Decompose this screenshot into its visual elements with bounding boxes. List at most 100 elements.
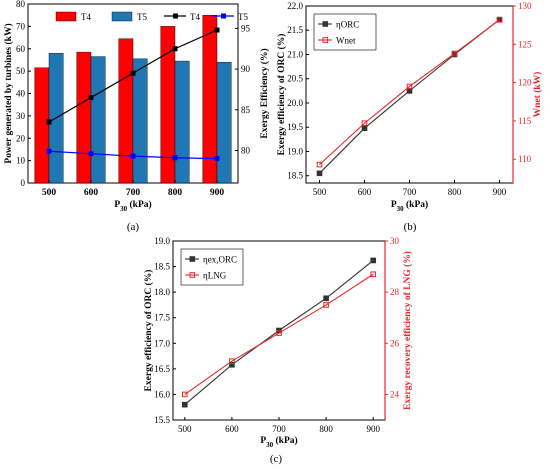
panel-b-ytick-left-label: 19.5 (287, 122, 303, 132)
panel-c-ytick-left-label: 17.0 (154, 338, 170, 348)
panel-c-xtick-label: 800 (319, 424, 333, 434)
panel-c-point (181, 401, 188, 408)
panel-c-xtick-label: 600 (225, 424, 239, 434)
panel-a-ytick-left-label: 60 (16, 44, 26, 54)
panel-a-point-t4 (214, 27, 220, 33)
panel-a-point-t5 (214, 156, 220, 162)
panel-c-ytick-left-label: 16.5 (154, 364, 170, 374)
panel-b-xtick-label: 600 (358, 187, 372, 197)
panel-b-legend-marker (322, 37, 329, 43)
panel-a-point-t4 (172, 46, 178, 52)
panel-a-xtick-label: 900 (210, 188, 225, 198)
panel-c-point (370, 257, 377, 264)
panel-c-ytick-right-label: 26 (390, 338, 400, 348)
panel-a-legend-label: T5 (137, 12, 147, 22)
panel-a-legend-swatch (55, 11, 77, 22)
panel-b-xlabel: P30 (kPa) (391, 199, 428, 213)
panel-b-ytick-right-label: 120 (518, 78, 532, 88)
panel-b-legend-label: ηORC (336, 20, 359, 30)
panel-a-ytick-right-label: 95 (241, 23, 251, 33)
panel-b-ylabel-right: Wnet (kW) (532, 72, 543, 118)
panel-a-bar-t4 (34, 67, 50, 184)
panel-a-point-t5 (46, 148, 52, 154)
panel-c-point (181, 391, 188, 398)
panel-b-xtick-label: 700 (403, 187, 417, 197)
panel-a-bar-t5 (90, 56, 106, 184)
panel-a-ytick-left-label: 20 (16, 133, 26, 143)
panel-c-legend-label: ηLNG (203, 271, 227, 281)
panel-c-ytick-left-label: 17.5 (154, 313, 170, 323)
panel-c-point (229, 358, 235, 364)
panel-c-caption: (c) (270, 453, 283, 465)
panel-b-ylabel-left: Exergy efficiency of ORC (%) (276, 34, 287, 156)
panel-c-xtick-label: 700 (272, 424, 286, 434)
panel-b-ytick-left-label: 21.5 (287, 25, 303, 35)
panel-a-ytick-right-label: 90 (241, 64, 251, 74)
panel-c-ytick-left-label: 16.0 (154, 389, 170, 399)
panel-c-point (276, 330, 282, 336)
panel-b-ytick-right-label: 130 (518, 1, 532, 11)
panel-c-xtick-label: 500 (178, 424, 192, 434)
panel-b-legend (313, 13, 377, 51)
panel-c-legend-label: ηex,ORC (203, 255, 237, 265)
panel-a-legend-marker (173, 13, 178, 19)
panel-b-xtick-label: 500 (313, 187, 327, 197)
panel-b-point (361, 125, 368, 132)
panel-c-ylabel-left: Exergy efficiency of ORC (%) (143, 270, 154, 392)
panel-a-ytick-left-label: 30 (16, 111, 26, 121)
panel-b-caption: (b) (404, 221, 417, 233)
panel-c-line (184, 273, 374, 395)
panel-c-point (323, 295, 329, 302)
panel-b-legend-marker (322, 21, 329, 27)
panel-b-ytick-right-label: 125 (518, 39, 532, 49)
panel-b-point (361, 120, 368, 127)
panel-a-legend-swatch (111, 11, 133, 22)
panel-b-ytick-left-label: 20.5 (287, 74, 303, 84)
panel-c-point (229, 361, 235, 368)
panel-a-legend-label: T4 (81, 12, 91, 22)
panel-a-ylabel-right: Exergy Efficiency (%) (259, 48, 270, 138)
panel-b-point (451, 50, 458, 57)
panel-a-caption: (a) (127, 221, 140, 233)
panel-a-ytick-right-label: 85 (241, 105, 251, 115)
panel-b-point (316, 170, 323, 177)
panel-a-point-t5 (172, 155, 178, 161)
panel-c-ytick-right-label: 30 (390, 236, 400, 246)
panel-a-xtick-label: 500 (42, 188, 57, 198)
panel-a-ytick-left-label: 70 (16, 21, 26, 31)
panel-b-xtick-label: 800 (448, 187, 462, 197)
panel-a-legend-label: T5 (238, 12, 248, 22)
panel-c-ytick-left-label: 19.0 (154, 236, 170, 246)
panel-a-ytick-right-label: 80 (241, 145, 251, 155)
panel-b-ytick-left-label: 21.0 (287, 49, 303, 59)
panel-b-xtick-label: 900 (493, 187, 507, 197)
panel-b-ytick-left-label: 20.0 (287, 98, 303, 108)
panel-a-bar-t4 (118, 38, 134, 184)
panel-a-ytick-left-label: 10 (16, 156, 26, 166)
panel-a-bar-t5 (216, 61, 232, 184)
panel-a-point-t4 (88, 95, 94, 101)
panel-a-ytick-left-label: 50 (16, 66, 26, 76)
panel-a-bar-t5 (174, 60, 190, 184)
panel-a-xlabel: P30 (kPa) (114, 199, 151, 213)
panel-b-ytick-left-label: 18.5 (287, 171, 303, 181)
panel-a-legend-marker (221, 13, 226, 19)
panel-c-ytick-left-label: 18.5 (154, 262, 170, 272)
panel-b-line (319, 19, 500, 166)
panel-b-legend-label: Wnet (336, 36, 356, 46)
panel-a-ytick-left-label: 0 (21, 178, 26, 188)
panel-c-point (370, 271, 377, 278)
panel-a-point-t4 (130, 70, 136, 76)
panel-a-point-t4 (46, 119, 52, 125)
panel-a-xtick-label: 700 (126, 188, 141, 198)
panel-b-point (406, 83, 413, 90)
panel-c-point (323, 302, 329, 308)
panel-a-ytick-left-label: 40 (16, 89, 26, 99)
panel-b-ytick-right-label: 115 (518, 116, 532, 126)
panel-a-point-t5 (88, 151, 94, 157)
panel-c-xlabel: P30 (kPa) (260, 435, 297, 449)
panel-b-ytick-left-label: 22.0 (287, 1, 303, 11)
panel-a-xtick-label: 600 (84, 188, 99, 198)
panel-b-point (316, 161, 323, 168)
